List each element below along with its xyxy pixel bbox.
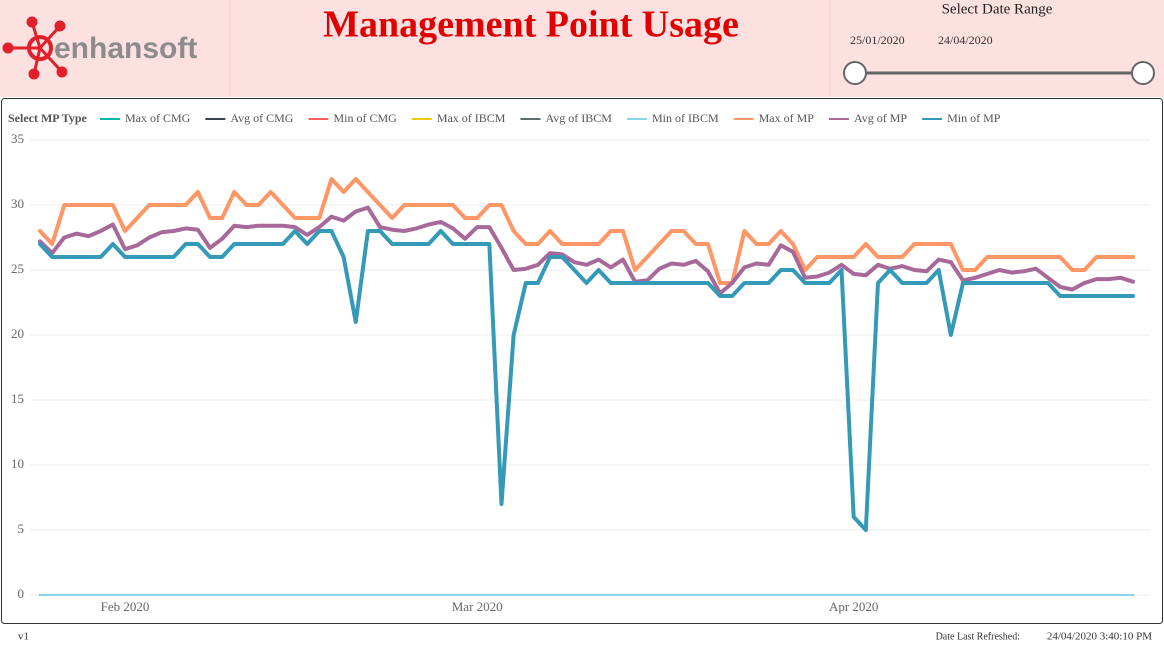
legend-label: Avg of MP — [854, 111, 907, 125]
y-tick-label: 25 — [11, 261, 24, 276]
y-tick-label: 15 — [11, 391, 24, 406]
legend-title: Select MP Type — [8, 111, 88, 125]
slider-handle[interactable] — [843, 61, 867, 85]
x-tick-label: Feb 2020 — [101, 599, 150, 614]
legend-label: Min of CMG — [333, 111, 397, 125]
legend-label: Min of IBCM — [652, 111, 719, 125]
legend-label: Max of MP — [759, 111, 815, 125]
date-range-start[interactable]: 25/01/2020 — [850, 33, 905, 47]
y-tick-label: 5 — [18, 521, 25, 536]
x-tick-label: Apr 2020 — [829, 599, 878, 614]
y-tick-label: 35 — [11, 131, 24, 146]
legend-label: Max of CMG — [125, 111, 191, 125]
date-range-label: Select Date Range — [942, 1, 1053, 17]
chart-frame — [1, 98, 1163, 624]
plot: 0 5 10 15 20 25 30 35 Feb 2020 Mar 2020 Apr 2020 Ma… — [11, 111, 1150, 614]
refreshed-time: 24/04/2020 3:40:10 PM — [1047, 631, 1152, 643]
y-tick-label: 20 — [11, 326, 24, 341]
y-tick-label: 10 — [11, 456, 24, 471]
logo-icon — [2, 16, 68, 80]
date-range-end[interactable]: 24/04/2020 — [938, 33, 993, 47]
version: v1 — [18, 631, 29, 643]
slider-handle[interactable] — [1131, 61, 1155, 85]
series-line — [38, 205, 1135, 296]
refreshed-label: Date Last Refreshed: — [936, 631, 1020, 642]
logo-text: enhansoft — [54, 32, 197, 65]
y-tick-label: 30 — [11, 196, 24, 211]
series-line — [38, 177, 1135, 285]
header-background — [0, 0, 1164, 97]
y-tick-label: 0 — [18, 586, 25, 601]
legend-label: Min of MP — [947, 111, 1001, 125]
page-title: Management Point Usage — [323, 4, 739, 46]
x-tick-label: Mar 2020 — [452, 599, 503, 614]
legend-label: Avg of IBCM — [545, 111, 612, 125]
legend-label: Avg of CMG — [230, 111, 293, 125]
legend-label: Max of IBCM — [437, 111, 506, 125]
series-line — [38, 229, 1135, 532]
